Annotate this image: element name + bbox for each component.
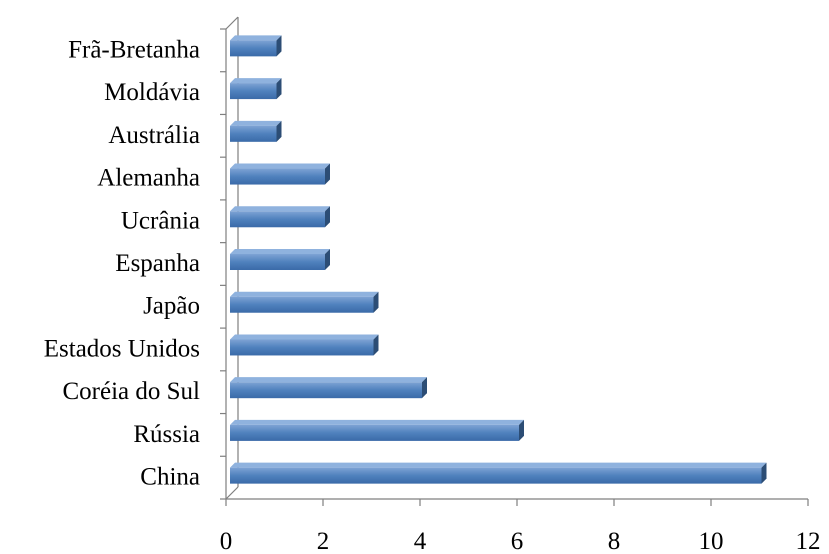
bar-top-face (230, 377, 427, 383)
category-label: China (140, 464, 200, 491)
x-tick-label: 0 (220, 528, 233, 554)
bar-top-face (230, 419, 524, 425)
bar-ucr-nia (230, 206, 330, 228)
bar-front-face (230, 40, 277, 57)
x-tick-label: 2 (317, 528, 330, 554)
bar-cor-ia-do-sul (230, 377, 427, 399)
bar-fr-bretanha (230, 35, 282, 57)
bar-front-face (230, 211, 325, 228)
x-tick-label: 12 (796, 528, 821, 554)
bar-front-face (230, 254, 325, 270)
bar-side-face (761, 462, 767, 484)
category-label: Japão (143, 293, 200, 320)
bar-front-face (230, 168, 325, 185)
bar-espanha (230, 249, 330, 270)
category-label: Moldávia (104, 79, 200, 106)
bar-alemanha (230, 163, 330, 185)
category-label: Austrália (108, 122, 200, 149)
bar-top-face (230, 291, 379, 297)
x-tick-label: 6 (511, 528, 524, 554)
bar-top-face (230, 206, 330, 212)
bar-side-face (519, 419, 524, 441)
category-label: Coréia do Sul (63, 378, 201, 405)
bar-front-face (230, 467, 762, 484)
bar-front-face (230, 339, 374, 356)
bar-top-face (230, 334, 379, 340)
bar-top-face (230, 163, 330, 169)
category-label: Estados Unidos (44, 335, 200, 362)
bar-estados-unidos (230, 334, 379, 356)
bar-side-face (276, 78, 282, 100)
category-label: Frã-Bretanha (68, 36, 200, 63)
bar-top-face (230, 462, 767, 468)
category-labels: China Rússia Coréia do Sul Estados Unidos Ja… (44, 36, 200, 490)
bar-side-face (373, 291, 379, 313)
x-tick-label: 4 (414, 528, 427, 554)
bar-side-face (422, 377, 427, 399)
bar-side-face (325, 163, 330, 185)
category-label: Espanha (115, 250, 200, 277)
bar-front-face (230, 424, 519, 441)
bar-top-face (230, 35, 282, 41)
bar-side-face (276, 120, 282, 142)
bars (230, 35, 767, 484)
category-label: Alemanha (97, 165, 200, 192)
category-label: Ucrânia (121, 207, 200, 234)
x-tick-labels: 0 2 4 6 8 10 12 (220, 528, 821, 554)
bar-front-face (230, 83, 277, 100)
bar-top-face (230, 78, 282, 84)
category-label: Rússia (133, 421, 200, 448)
x-tick-label: 8 (608, 528, 621, 554)
bar-side-face (373, 334, 379, 356)
bar-top-face (230, 120, 282, 126)
bar-side-face (276, 35, 282, 57)
axis-depth-bottom (225, 486, 239, 500)
bar-mold-via (230, 78, 282, 100)
x-tick-label: 10 (699, 528, 724, 554)
bar-r-ssia (230, 419, 524, 441)
bar-top-face (230, 249, 330, 254)
bar-front-face (230, 382, 422, 399)
bar-front-face (230, 296, 374, 313)
bar-side-face (325, 206, 330, 228)
bar-china (230, 462, 767, 484)
bar-austr-lia (230, 120, 282, 142)
bar-jap-o (230, 291, 379, 313)
bar-front-face (230, 125, 277, 142)
axis-depth-top (225, 16, 239, 30)
bar-side-face (325, 249, 330, 270)
